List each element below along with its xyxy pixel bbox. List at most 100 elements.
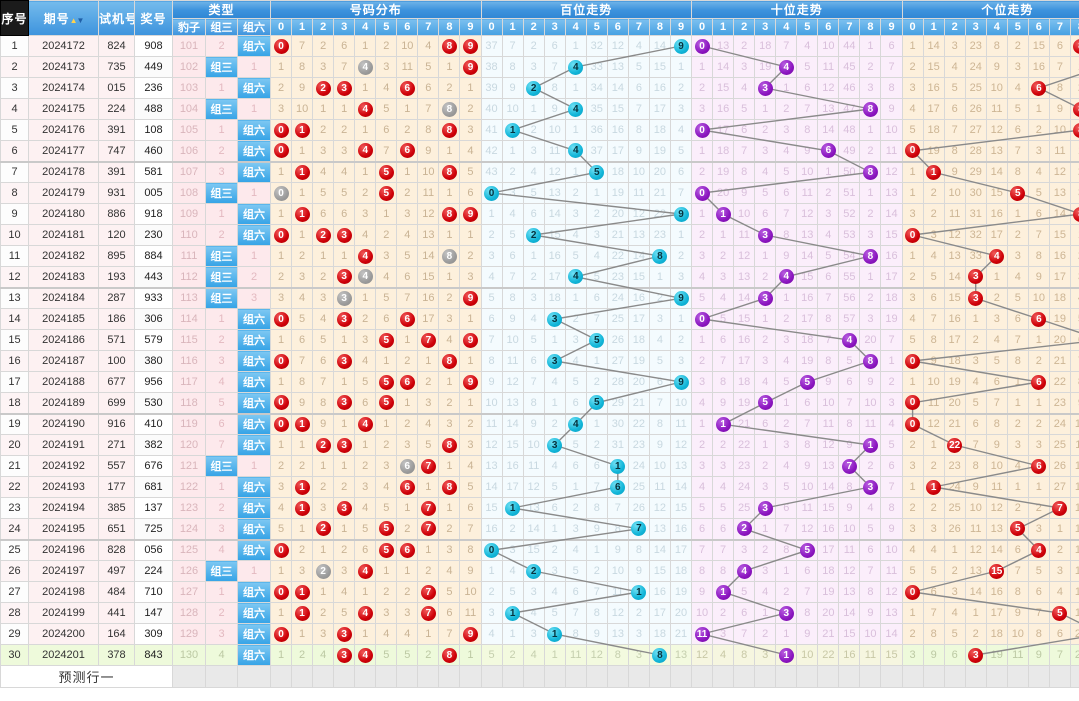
- table-row[interactable]: 29 2024200 164 309 129 3 组六 0 1 3 3 1 4 4 1 7 9 4 1 3 1 8 9 13 3…: [0, 623, 1079, 645]
- header-shi-digit-9[interactable]: 9: [880, 18, 903, 36]
- row-issue[interactable]: 2024181: [28, 224, 99, 246]
- header-dist-digit-3[interactable]: 3: [333, 18, 356, 36]
- row-issue[interactable]: 2024192: [28, 455, 99, 477]
- header-bai-digit-1[interactable]: 1: [501, 18, 524, 36]
- table-row[interactable]: 10 2024181 120 230 110 2 组六 0 1 2 3 4 2 4 13 1 1 2 5 2 15 4 3 2…: [0, 224, 1079, 246]
- row-issue[interactable]: 2024186: [28, 329, 99, 351]
- header-ge-digit-0[interactable]: 0: [901, 18, 924, 36]
- row-issue[interactable]: 2024176: [28, 119, 99, 141]
- header-zu3[interactable]: 组三: [205, 18, 238, 36]
- row-issue[interactable]: 2024172: [28, 35, 99, 57]
- header-shi-digit-4[interactable]: 4: [775, 18, 798, 36]
- header-shi-digit-2[interactable]: 2: [733, 18, 756, 36]
- row-issue[interactable]: 2024195: [28, 518, 99, 540]
- header-shi-digit-5[interactable]: 5: [796, 18, 819, 36]
- row-issue[interactable]: 2024188: [28, 371, 99, 393]
- table-row[interactable]: 12 2024183 193 443 112 组三 2 2 3 2 3 4 4 6 15 1 3 4 7 2 17 4 5 2…: [0, 266, 1079, 288]
- row-issue[interactable]: 2024175: [28, 98, 99, 120]
- row-issue[interactable]: 2024187: [28, 350, 99, 372]
- header-ge-digit-8[interactable]: 8: [1069, 18, 1079, 36]
- table-row[interactable]: 30 2024201 378 843 130 4 组六 1 2 4 3 4 5 5 2 8 1 5 2 4 1 11 12 8…: [0, 644, 1079, 666]
- header-dist-digit-5[interactable]: 5: [375, 18, 398, 36]
- header-ge-digit-7[interactable]: 7: [1048, 18, 1071, 36]
- header-jiang[interactable]: 奖号: [134, 0, 173, 36]
- header-issue[interactable]: 期号▲▼: [28, 0, 99, 36]
- header-shiji[interactable]: 试机号: [98, 0, 135, 36]
- header-shi-digit-3[interactable]: 3: [754, 18, 777, 36]
- header-shi-digit-6[interactable]: 6: [817, 18, 840, 36]
- header-dist-digit-9[interactable]: 9: [459, 18, 482, 36]
- header-bai-digit-9[interactable]: 9: [669, 18, 693, 36]
- table-row[interactable]: 3 2024174 015 236 103 1 组六 2 9 2 3 1 4 6 6 2 1 39 9 2 8 1 34 14…: [0, 77, 1079, 99]
- header-shi-digit-1[interactable]: 1: [712, 18, 735, 36]
- row-issue[interactable]: 2024197: [28, 560, 99, 582]
- table-row[interactable]: 7 2024178 391 581 107 3 组六 1 1 4 4 1 5 1 10 8 5 43 2 4 12 1 5 1…: [0, 160, 1079, 183]
- row-issue[interactable]: 2024183: [28, 266, 99, 288]
- row-issue[interactable]: 2024178: [28, 160, 99, 183]
- table-row[interactable]: 26 2024197 497 224 126 组三 1 1 3 2 3 4 1 1 2 4 9 1 4 2 3 5 2 10 9…: [0, 560, 1079, 582]
- header-bai-digit-5[interactable]: 5: [585, 18, 608, 36]
- header-bai-digit-2[interactable]: 2: [522, 18, 545, 36]
- header-dist-digit-2[interactable]: 2: [312, 18, 335, 36]
- table-row[interactable]: 15 2024186 571 579 115 2 组六 1 6 5 1 3 5 1 7 4 9 7 10 5 1 3 5 26…: [0, 329, 1079, 351]
- row-issue[interactable]: 2024184: [28, 286, 99, 309]
- row-issue[interactable]: 2024191: [28, 434, 99, 456]
- table-row[interactable]: 11 2024182 895 884 111 组三 1 1 2 1 1 4 3 5 14 8 2 3 6 1 16 5 4 2…: [0, 245, 1079, 267]
- header-shi-digit-7[interactable]: 7: [838, 18, 861, 36]
- table-row[interactable]: 23 2024194 385 137 123 2 组六 4 1 3 3 4 5 1 7 1 6 15 1 13 6 2 8 7…: [0, 497, 1079, 519]
- header-dist-digit-1[interactable]: 1: [291, 18, 314, 36]
- header-ge-digit-2[interactable]: 2: [943, 18, 966, 36]
- table-row[interactable]: 8 2024179 931 005 108 组三 1 0 1 5 5 2 5 2 11 1 6 0 3 5 13 2 1 19…: [0, 182, 1079, 204]
- header-shi-digit-8[interactable]: 8: [859, 18, 882, 36]
- header-bai-digit-6[interactable]: 6: [606, 18, 629, 36]
- header-bai-digit-4[interactable]: 4: [564, 18, 587, 36]
- table-row[interactable]: 1 2024172 824 908 101 2 组六 0 7 2 6 1 2 10 4 8 9 37 7 2 6 1 32 1…: [0, 35, 1079, 57]
- row-issue[interactable]: 2024189: [28, 392, 99, 414]
- table-row[interactable]: 14 2024185 186 306 114 1 组六 0 5 4 3 2 6 6 17 3 1 6 9 4 3 2 7 25…: [0, 308, 1079, 330]
- table-row[interactable]: 24 2024195 651 725 124 3 组六 5 1 2 1 5 5 2 7 2 7 16 2 14 1 3 9 8…: [0, 518, 1079, 540]
- table-row[interactable]: 19 2024190 916 410 119 6 组六 0 1 9 1 4 1 2 4 3 2 11 14 9 2 4 1 3…: [0, 412, 1079, 435]
- table-row[interactable]: 22 2024193 177 681 122 1 组六 3 1 2 2 3 4 6 1 8 5 14 17 12 5 1 7…: [0, 476, 1079, 498]
- header-ge-digit-3[interactable]: 3: [964, 18, 987, 36]
- header-zu6[interactable]: 组六: [236, 18, 272, 36]
- row-issue[interactable]: 2024182: [28, 245, 99, 267]
- row-issue[interactable]: 2024200: [28, 623, 99, 645]
- row-issue[interactable]: 2024199: [28, 602, 99, 624]
- header-shi-digit-0[interactable]: 0: [691, 18, 714, 36]
- row-issue[interactable]: 2024190: [28, 412, 99, 435]
- header-baozi[interactable]: 豹子: [172, 18, 206, 36]
- sort-arrows-icon[interactable]: ▲▼: [69, 15, 85, 25]
- table-row[interactable]: 27 2024198 484 710 127 1 组六 0 1 1 4 1 2 2 7 5 10 2 5 3 4 6 7 11…: [0, 581, 1079, 603]
- row-issue[interactable]: 2024185: [28, 308, 99, 330]
- table-row[interactable]: 18 2024189 699 530 118 5 组六 0 9 8 3 6 5 1 3 2 1 10 13 8 1 6 5 2…: [0, 392, 1079, 414]
- header-ge-digit-5[interactable]: 5: [1006, 18, 1029, 36]
- header-dist-digit-0[interactable]: 0: [270, 18, 293, 36]
- header-seq[interactable]: 序号: [0, 0, 29, 36]
- row-issue[interactable]: 2024196: [28, 538, 99, 561]
- table-row[interactable]: 25 2024196 828 056 125 4 组六 0 2 1 2 6 5 6 1 3 8 0 3 15 2 4 1 9 8…: [0, 538, 1079, 561]
- row-issue[interactable]: 2024198: [28, 581, 99, 603]
- row-issue[interactable]: 2024201: [28, 644, 99, 666]
- header-dist-digit-4[interactable]: 4: [354, 18, 377, 36]
- table-row[interactable]: 28 2024199 441 147 128 2 组六 1 1 2 5 4 3 3 7 6 11 3 1 4 5 7 8 12…: [0, 602, 1079, 624]
- row-issue[interactable]: 2024174: [28, 77, 99, 99]
- row-issue[interactable]: 2024173: [28, 56, 99, 78]
- table-row[interactable]: 6 2024177 747 460 106 2 组六 0 1 3 3 4 7 6 9 1 4 42 1 3 11 4 37 1…: [0, 140, 1079, 162]
- table-row[interactable]: 17 2024188 677 956 117 4 组六 1 8 7 1 5 5 6 2 1 9 9 12 7 4 5 2 28…: [0, 371, 1079, 393]
- table-row[interactable]: 21 2024192 557 676 121 组三 1 2 2 1 1 2 3 6 7 1 4 13 16 11 4 6 6…: [0, 455, 1079, 477]
- header-dist-digit-6[interactable]: 6: [396, 18, 419, 36]
- row-issue[interactable]: 2024179: [28, 182, 99, 204]
- row-issue[interactable]: 2024193: [28, 476, 99, 498]
- table-row[interactable]: 5 2024176 391 108 105 1 组六 0 1 2 2 1 6 2 8 8 3 41 1 2 10 1 36 1…: [0, 119, 1079, 141]
- header-ge-digit-1[interactable]: 1: [922, 18, 945, 36]
- table-row[interactable]: 16 2024187 100 380 116 3 组六 0 7 6 3 4 1 2 1 8 1 8 11 6 3 4 1 27…: [0, 350, 1079, 372]
- header-bai-digit-3[interactable]: 3: [543, 18, 566, 36]
- header-bai-digit-0[interactable]: 0: [480, 18, 503, 36]
- header-ge-digit-4[interactable]: 4: [985, 18, 1008, 36]
- table-row[interactable]: 20 2024191 271 382 120 7 组六 1 1 2 3 1 2 3 5 8 3 12 15 10 3 5 2…: [0, 434, 1079, 456]
- row-issue[interactable]: 2024180: [28, 203, 99, 225]
- table-row[interactable]: 9 2024180 886 918 109 1 组六 1 1 6 6 3 1 3 12 8 9 1 4 6 14 3 2 20…: [0, 203, 1079, 225]
- header-dist-digit-7[interactable]: 7: [417, 18, 440, 36]
- row-issue[interactable]: 2024177: [28, 140, 99, 162]
- header-bai-digit-8[interactable]: 8: [648, 18, 671, 36]
